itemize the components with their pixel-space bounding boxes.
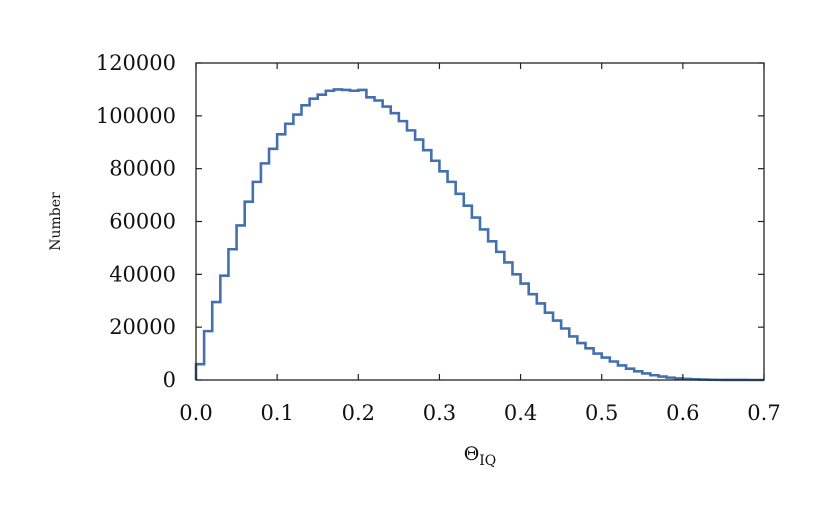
histogram-series-line: [194, 88, 764, 382]
x-axis: 0.0 0.1 0.2 0.3 0.4 0.5 0.6 0.7: [179, 63, 781, 425]
x-tick-label: 0.3: [423, 401, 456, 425]
y-tick-label: 80000: [109, 157, 176, 181]
x-axis-title-subscript: IQ: [479, 453, 496, 469]
x-tick-label: 0.0: [179, 401, 212, 425]
y-tick-label: 0: [163, 368, 176, 392]
y-axis: 0 20000 40000 60000 80000 100000 120000: [96, 51, 764, 392]
y-tick-label: 20000: [109, 315, 176, 339]
y-tick-label: 40000: [109, 262, 176, 286]
x-axis-title-symbol: Θ: [464, 443, 480, 465]
x-tick-label: 0.7: [747, 401, 780, 425]
x-tick-label: 0.1: [260, 401, 293, 425]
x-axis-title: ΘIQ: [464, 443, 497, 469]
y-tick-label: 60000: [109, 210, 176, 234]
x-tick-label: 0.6: [666, 401, 699, 425]
y-axis-title: Number: [48, 192, 64, 251]
y-tick-label: 120000: [96, 51, 176, 75]
x-tick-label: 0.4: [504, 401, 537, 425]
x-tick-label: 0.5: [585, 401, 618, 425]
y-tick-label: 100000: [96, 104, 176, 128]
x-tick-label: 0.2: [342, 401, 375, 425]
